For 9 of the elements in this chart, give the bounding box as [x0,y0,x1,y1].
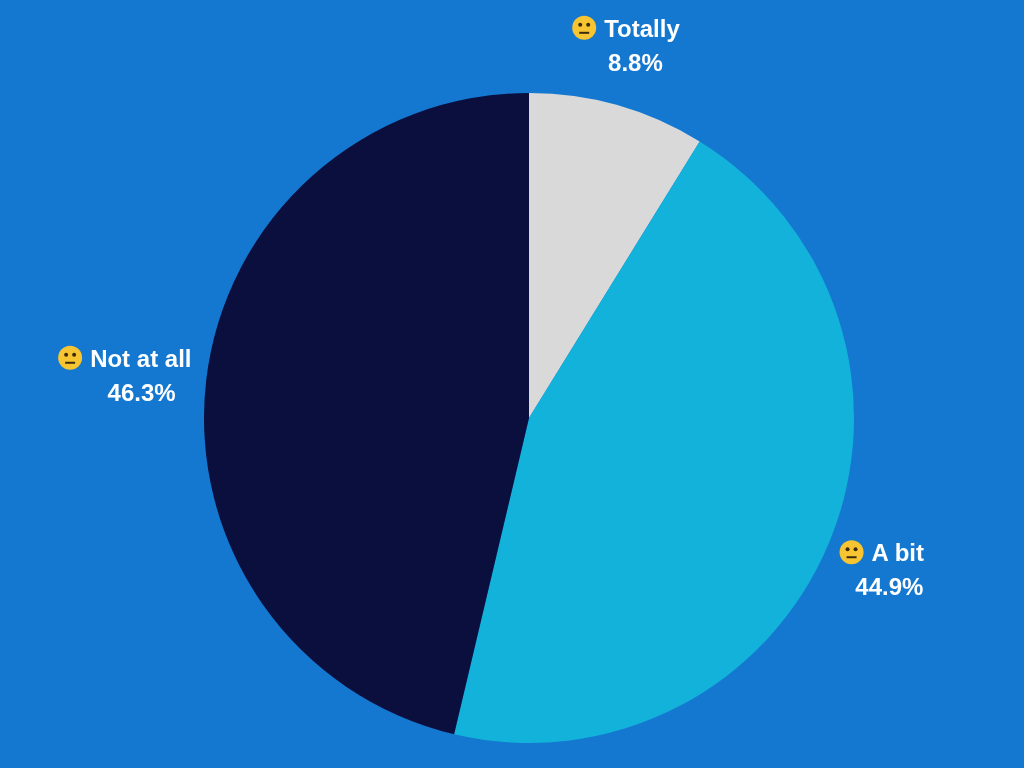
pie-slice [204,93,529,735]
data-label: 8.8% [608,48,663,76]
slice-label: Totally [604,14,681,42]
pie-slice [454,141,854,743]
slice-label: A bit [871,539,924,567]
slice-label: Not at all [90,344,192,372]
data-label: 44.9% [855,573,924,601]
data-label: 46.3% [107,378,176,406]
pie-slice [529,93,700,418]
